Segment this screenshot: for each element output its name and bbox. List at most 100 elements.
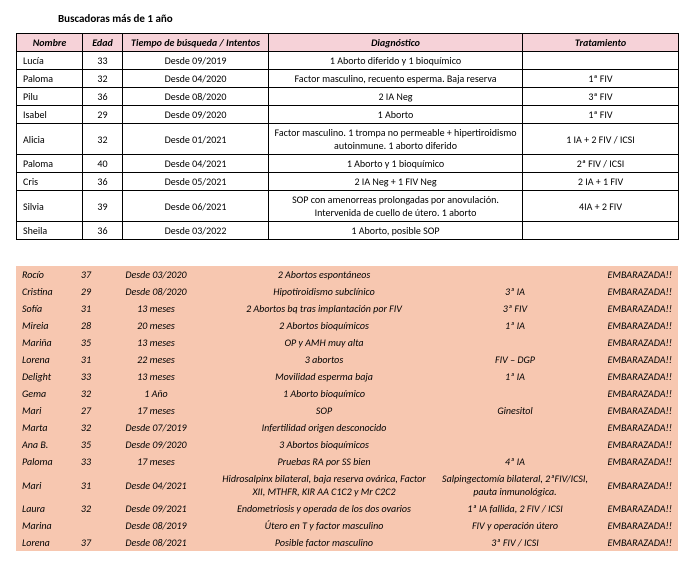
cell-edad: 29 [72, 283, 100, 300]
pregnant-table: Rocío37Desde 03/20202 Abortos espontáneo… [16, 266, 678, 551]
cell-nombre: Paloma [16, 453, 72, 470]
cell-nombre: Mariña [16, 334, 72, 351]
table-row: Ana B.35Desde 09/20203 Abortos bioquímic… [16, 436, 678, 453]
cell-trat: 3ª IA [436, 283, 594, 300]
table-row: Isabel29Desde 09/20201 Aborto1ª FIV [17, 106, 679, 124]
cell-nombre: Lorena [16, 351, 72, 368]
cell-status: EMBARAZADA!! [594, 266, 678, 283]
cell-nombre: Sofía [16, 300, 72, 317]
cell-status: EMBARAZADA!! [594, 317, 678, 334]
cell-status: EMBARAZADA!! [594, 385, 678, 402]
cell-diag: Hidrosalpinx bilateral, baja reserva ová… [212, 470, 436, 500]
cell-tiempo: Desde 05/2021 [123, 173, 269, 191]
cell-tiempo: 22 meses [100, 351, 212, 368]
cell-tiempo: Desde 08/2020 [100, 283, 212, 300]
cell-diag: Infertilidad origen desconocido [212, 419, 436, 436]
cell-edad: 32 [83, 124, 123, 155]
table-row: Cristina29Desde 08/2020Hipotiroidismo su… [16, 283, 678, 300]
cell-edad: 27 [72, 402, 100, 419]
cell-tiempo: Desde 04/2021 [123, 155, 269, 173]
table-row: Cris36Desde 05/20212 IA Neg + 1 FIV Neg2… [17, 173, 679, 191]
cell-status: EMBARAZADA!! [594, 334, 678, 351]
page-title: Buscadoras más de 1 año [58, 12, 684, 25]
cell-tiempo: Desde 03/2020 [100, 266, 212, 283]
cell-status: EMBARAZADA!! [594, 470, 678, 500]
table-header-row: Nombre Edad Tiempo de búsqueda / Intento… [17, 34, 679, 52]
cell-diag: Factor masculino, recuento esperma. Baja… [269, 70, 523, 88]
cell-diag: 1 Aborto, posible SOP [269, 222, 523, 240]
cell-trat: 3ª FIV [436, 300, 594, 317]
cell-nombre: Mari [16, 402, 72, 419]
cell-diag: Hipotiroidismo subclínico [212, 283, 436, 300]
col-tiempo: Tiempo de búsqueda / Intentos [123, 34, 269, 52]
cell-edad [72, 517, 100, 534]
cell-edad: 35 [72, 436, 100, 453]
cell-tiempo: Desde 04/2021 [100, 470, 212, 500]
cell-tiempo: Desde 08/2021 [100, 534, 212, 551]
cell-trat [436, 385, 594, 402]
col-edad: Edad [83, 34, 123, 52]
cell-status: EMBARAZADA!! [594, 368, 678, 385]
cell-tiempo: 1 Año [100, 385, 212, 402]
cell-edad: 32 [72, 419, 100, 436]
cell-nombre: Marina [16, 517, 72, 534]
table-row: Pilu36Desde 08/20202 IA Neg3ª FIV [17, 88, 679, 106]
cell-trat: FIV – DGP [436, 351, 594, 368]
cell-trat [523, 222, 679, 240]
cell-diag: Factor masculino. 1 trompa no permeable … [269, 124, 523, 155]
cell-nombre: Isabel [17, 106, 83, 124]
cell-trat: 2 IA + 1 FIV [523, 173, 679, 191]
cell-trat: 3ª FIV / ICSI [436, 534, 594, 551]
cell-nombre: Lucía [17, 52, 83, 70]
cell-tiempo: Desde 04/2020 [123, 70, 269, 88]
cell-tiempo: 13 meses [100, 368, 212, 385]
cell-trat [436, 334, 594, 351]
cell-tiempo: 13 meses [100, 300, 212, 317]
cell-edad: 36 [83, 88, 123, 106]
table-row: Mariña3513 mesesOP y AMH muy alta EMBARAZ… [16, 334, 678, 351]
cell-nombre: Silvia [17, 191, 83, 222]
cell-edad: 31 [72, 300, 100, 317]
cell-trat: 1ª FIV [523, 106, 679, 124]
cell-nombre: Ana B. [16, 436, 72, 453]
cell-status: EMBARAZADA!! [594, 517, 678, 534]
cell-tiempo: 17 meses [100, 402, 212, 419]
cell-diag: Movilidad esperma baja [212, 368, 436, 385]
cell-status: EMBARAZADA!! [594, 453, 678, 470]
cell-status: EMBARAZADA!! [594, 436, 678, 453]
cell-edad: 36 [83, 173, 123, 191]
cell-status: EMBARAZADA!! [594, 351, 678, 368]
cell-tiempo: Desde 03/2022 [123, 222, 269, 240]
cell-edad: 31 [72, 351, 100, 368]
cell-diag: SOP con amenorreas prolongadas por anovu… [269, 191, 523, 222]
cell-diag: 2 Abortos espontáneos [212, 266, 436, 283]
cell-diag: OP y AMH muy alta [212, 334, 436, 351]
cell-tiempo: Desde 06/2021 [123, 191, 269, 222]
table-row: Rocío37Desde 03/20202 Abortos espontáneo… [16, 266, 678, 283]
cell-nombre: Paloma [17, 70, 83, 88]
cell-edad: 33 [83, 52, 123, 70]
cell-nombre: Cris [17, 173, 83, 191]
cell-edad: 40 [83, 155, 123, 173]
table-row: Gema321 Año1 Aborto bioquímicoEMBARAZADA… [16, 385, 678, 402]
cell-nombre: Rocío [16, 266, 72, 283]
table-row: MarinaDesde 08/2019Útero en T y factor m… [16, 517, 678, 534]
cell-edad: 37 [72, 534, 100, 551]
cell-nombre: Gema [16, 385, 72, 402]
table-row: Mireia2820 meses2 Abortos bioquímicos1ª … [16, 317, 678, 334]
cell-trat [523, 52, 679, 70]
cell-diag: Posible factor masculino [212, 534, 436, 551]
cell-edad: 35 [72, 334, 100, 351]
table-row: Paloma32Desde 04/2020Factor masculino, r… [17, 70, 679, 88]
cell-diag: 1 Aborto y 1 bioquímico [269, 155, 523, 173]
table-row: Alicia32Desde 01/2021Factor masculino. 1… [17, 124, 679, 155]
table-row: Lucía33Desde 09/20191 Aborto diferido y … [17, 52, 679, 70]
cell-tiempo: 13 meses [100, 334, 212, 351]
cell-tiempo: Desde 09/2020 [123, 106, 269, 124]
col-tratamiento: Tratamiento [523, 34, 679, 52]
cell-diag: Útero en T y factor masculino [212, 517, 436, 534]
cell-edad: 37 [72, 266, 100, 283]
cell-diag: Pruebas RA por SS bien [212, 453, 436, 470]
cell-edad: 36 [83, 222, 123, 240]
table-row: Delight3313 mesesMovilidad esperma baja1… [16, 368, 678, 385]
